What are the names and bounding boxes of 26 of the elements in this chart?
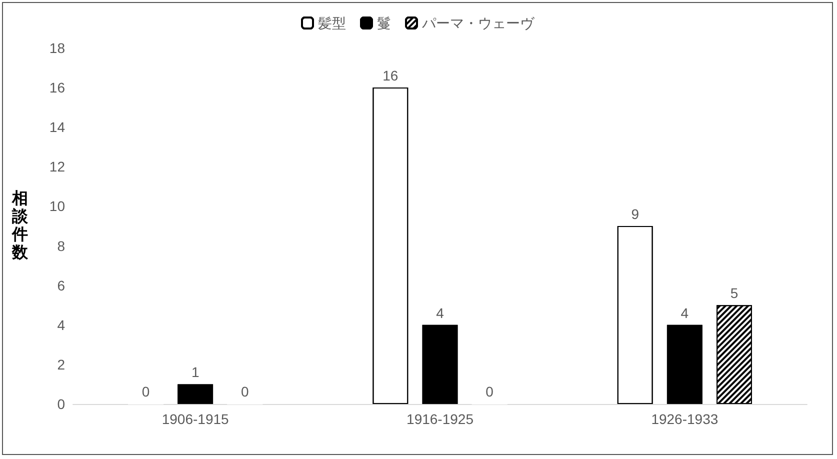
data-label: 9 <box>631 206 640 222</box>
y-tick-label: 10 <box>49 198 66 214</box>
x-tick-label: 1906-1915 <box>162 411 230 427</box>
data-label: 0 <box>241 384 250 400</box>
data-label: 0 <box>486 384 494 400</box>
y-tick-label: 4 <box>57 316 66 333</box>
y-tick-label: 12 <box>49 158 66 175</box>
x-tick-label: 1926-1933 <box>651 411 718 427</box>
y-tick-label: 16 <box>49 80 66 96</box>
data-label: 0 <box>142 384 150 400</box>
y-tick-label: 0 <box>57 396 66 412</box>
data-label: 4 <box>680 304 689 321</box>
legend-label: パーマ・ウェーヴ <box>421 15 535 31</box>
data-label: 5 <box>730 285 738 302</box>
legend-label: 鬘 <box>377 15 391 31</box>
data-label: 16 <box>382 68 398 84</box>
legend-label: 髪型 <box>318 15 346 31</box>
y-tick-label: 14 <box>49 119 66 136</box>
y-tick-label: 6 <box>57 277 66 294</box>
x-tick-label: 1916-1925 <box>406 411 474 427</box>
data-label: 4 <box>436 304 444 321</box>
y-axis-title: 相談件数 <box>11 190 29 262</box>
y-tick-label: 8 <box>57 238 66 254</box>
y-tick-label: 2 <box>57 356 66 372</box>
y-tick-label: 18 <box>49 40 66 56</box>
data-label: 1 <box>191 364 200 380</box>
